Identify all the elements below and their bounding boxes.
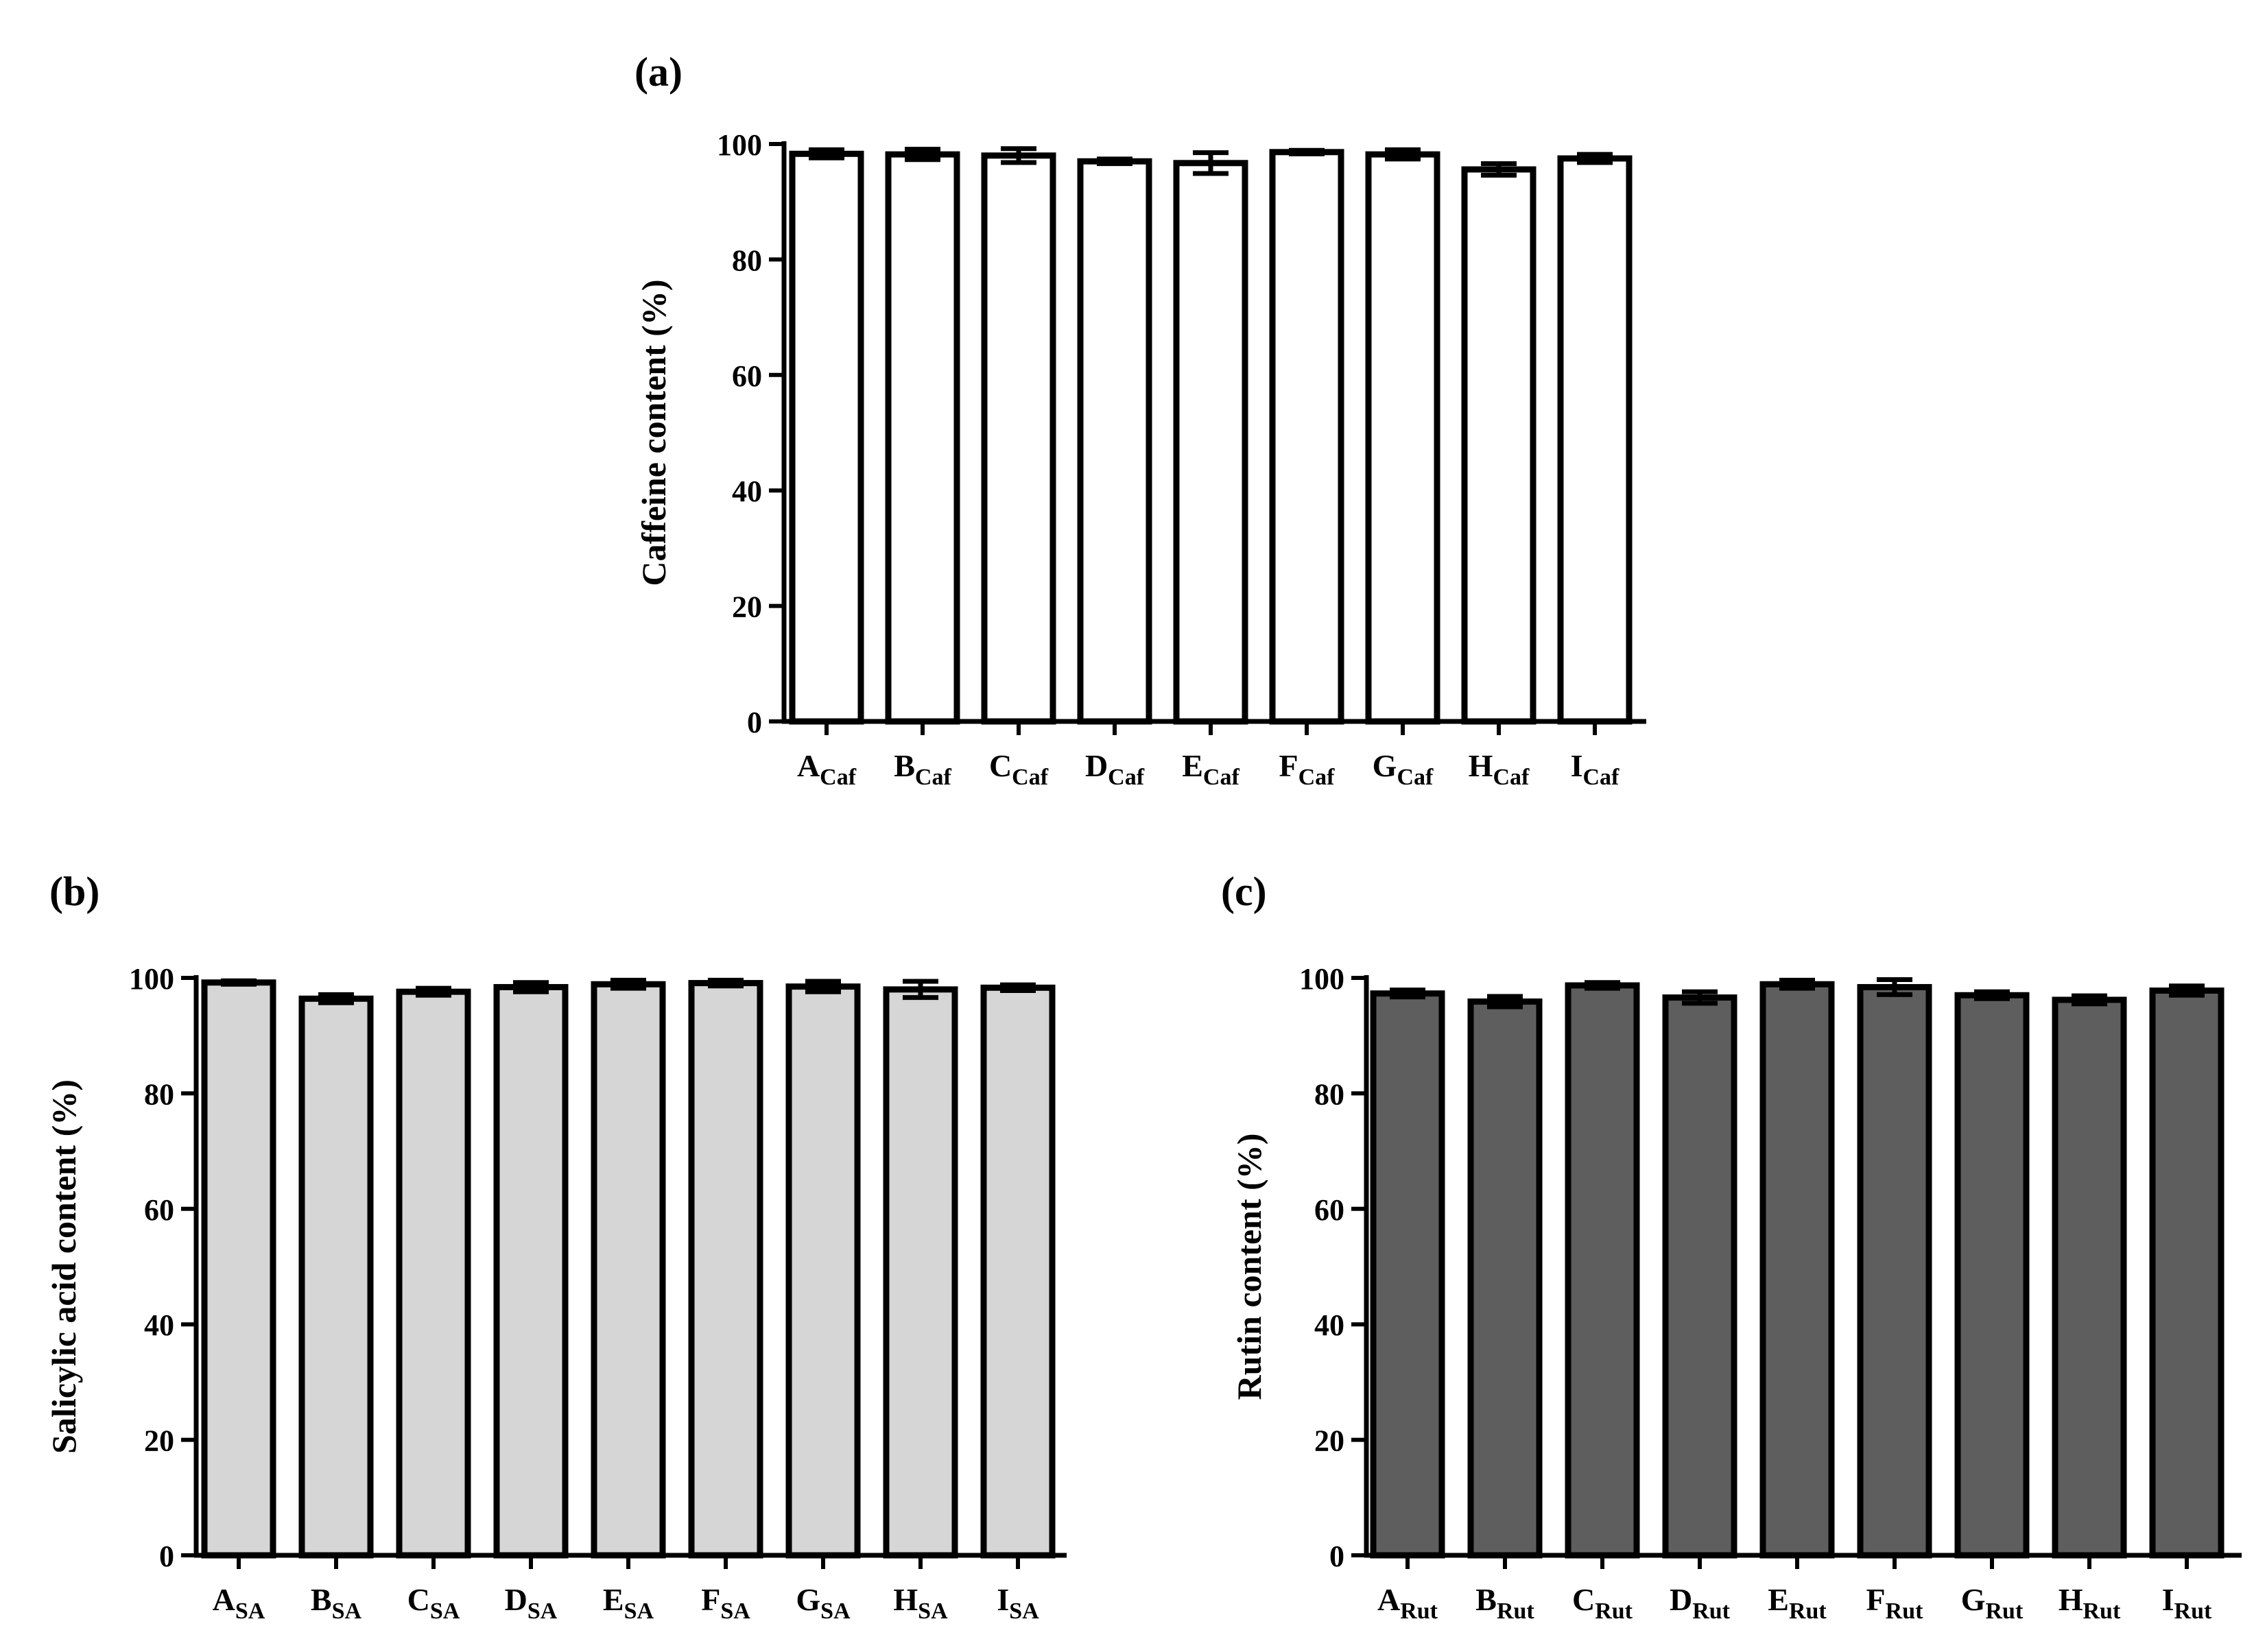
x-tick-label: HCaf	[1469, 748, 1530, 790]
bar	[2052, 996, 2127, 1559]
x-tick-label: ISA	[997, 1582, 1039, 1624]
x-tick-label: DCaf	[1085, 748, 1145, 790]
bar	[785, 983, 861, 1559]
bar	[1370, 990, 1445, 1559]
x-tick-label: GSA	[796, 1582, 851, 1624]
y-tick-label: 80	[144, 1077, 174, 1111]
x-tick-label: DRut	[1670, 1582, 1731, 1624]
x-tick-label: CRut	[1572, 1582, 1633, 1624]
x-tick-label: GRut	[1961, 1582, 2024, 1624]
bar	[1662, 994, 1737, 1559]
x-tick-label: ERut	[1768, 1582, 1827, 1624]
bar	[1173, 160, 1248, 725]
y-tick-label: 80	[732, 243, 762, 277]
panel-b-salicylic-acid-chart: (b) Salicylic acid content (%) 0 20 40 60 80 10…	[45, 869, 1067, 1624]
y-tick-label: 20	[1314, 1424, 1344, 1458]
y-axis-label: Salicylic acid content (%)	[45, 1079, 83, 1454]
panel-a-caffeine-chart: (a) Caffeine content (%) 0 20 40 60 80 100 ACaf B…	[634, 49, 1646, 790]
y-tick-label: 0	[1329, 1540, 1344, 1573]
y-tick-label: 20	[732, 590, 762, 624]
bar	[1077, 158, 1152, 725]
x-tick-label: FSA	[701, 1582, 750, 1624]
panel-label: (b)	[49, 869, 99, 914]
bar	[1565, 982, 1640, 1559]
x-tick-label: IRut	[2162, 1582, 2212, 1624]
x-tick-label: ECaf	[1182, 748, 1239, 790]
bar	[688, 980, 763, 1559]
bar	[396, 988, 471, 1559]
y-tick-label: 20	[144, 1424, 174, 1458]
y-tick-label: 100	[129, 962, 174, 996]
x-tick-label: HSA	[893, 1582, 948, 1624]
y-tick-label: 40	[1314, 1308, 1344, 1342]
panel-label: (a)	[634, 49, 683, 95]
bar	[885, 151, 960, 725]
bar	[1954, 992, 2030, 1559]
x-tick-label: BCaf	[894, 748, 951, 790]
x-tick-label: FRut	[1866, 1582, 1924, 1624]
bar	[1365, 151, 1440, 725]
bar	[1557, 155, 1633, 725]
y-tick-label: 60	[732, 359, 762, 393]
bar	[591, 981, 666, 1559]
x-tick-label: HRut	[2059, 1582, 2121, 1624]
bar	[1461, 166, 1537, 725]
bar	[1759, 981, 1835, 1559]
y-tick-label: 40	[144, 1308, 174, 1342]
y-tick-label: 60	[144, 1193, 174, 1227]
bar	[201, 979, 276, 1559]
x-tick-label: ICaf	[1571, 748, 1620, 790]
bar	[493, 983, 569, 1559]
bar	[1857, 983, 1932, 1559]
y-tick-label: 80	[1314, 1077, 1344, 1111]
x-tick-label: DSA	[505, 1582, 558, 1624]
x-tick-label: ARut	[1377, 1582, 1438, 1624]
y-tick-label: 40	[732, 475, 762, 508]
y-tick-label: 60	[1314, 1193, 1344, 1227]
bar	[980, 984, 1056, 1559]
bar	[981, 152, 1056, 725]
bar	[298, 995, 374, 1559]
panel-label: (c)	[1221, 869, 1267, 914]
x-tick-label: ESA	[603, 1582, 654, 1624]
y-axis-label: Rutin content (%)	[1230, 1134, 1268, 1400]
y-tick-label: 0	[159, 1540, 174, 1573]
bar	[883, 986, 958, 1559]
bar	[1467, 998, 1543, 1559]
x-tick-label: BSA	[311, 1582, 362, 1624]
x-tick-label: BRut	[1475, 1582, 1534, 1624]
panel-c-rutin-chart: (c) Rutin content (%) 0 20 40 60 80 100 ARut BRut…	[1221, 869, 2242, 1624]
bar	[1269, 149, 1344, 725]
x-tick-label: ACaf	[797, 748, 857, 790]
bar	[789, 150, 864, 725]
bar	[2149, 987, 2225, 1559]
y-tick-label: 0	[747, 706, 762, 739]
x-tick-label: FCaf	[1279, 748, 1336, 790]
x-tick-label: CSA	[407, 1582, 460, 1624]
x-tick-label: GCaf	[1373, 748, 1434, 790]
x-tick-label: ASA	[213, 1582, 265, 1624]
y-tick-label: 100	[717, 128, 762, 162]
y-axis-label: Caffeine content (%)	[634, 279, 673, 586]
x-tick-label: CCaf	[989, 748, 1049, 790]
y-tick-label: 100	[1299, 962, 1344, 996]
